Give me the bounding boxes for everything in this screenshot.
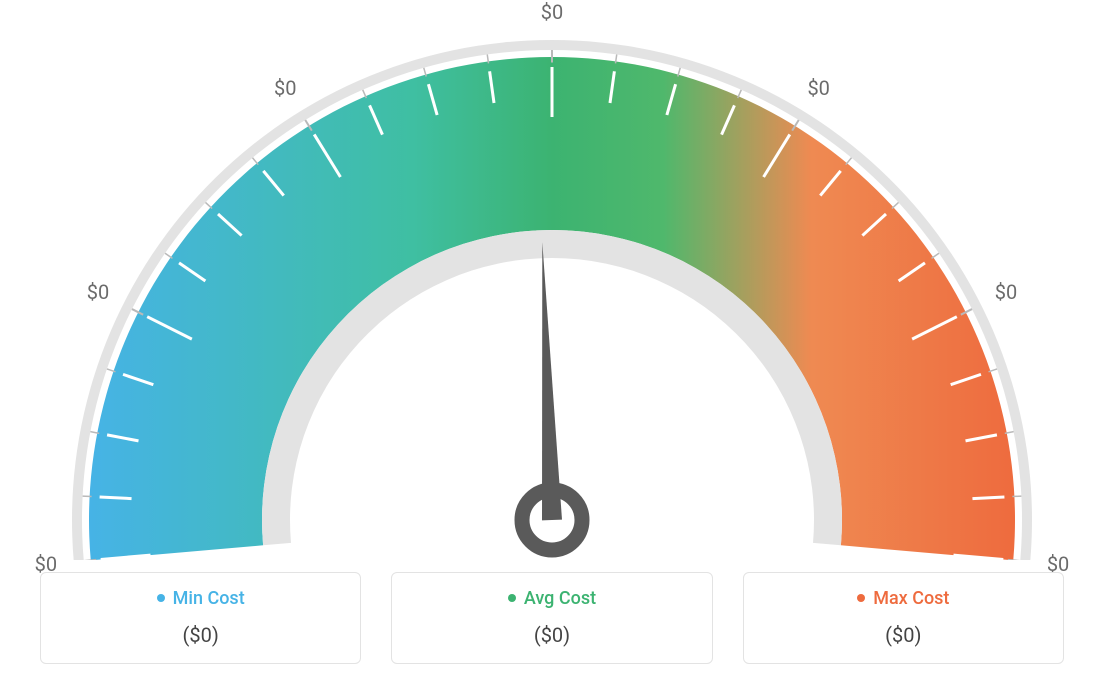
legend-row: Min Cost ($0) Avg Cost ($0) Max Cost ($0…: [40, 572, 1064, 664]
gauge-svg: [0, 0, 1104, 560]
legend-title-avg: Avg Cost: [508, 588, 596, 609]
gauge-scale-label: $0: [807, 76, 829, 100]
legend-label-avg: Avg Cost: [524, 588, 596, 609]
gauge-scale-label: $0: [274, 76, 296, 100]
legend-label-min: Min Cost: [173, 588, 245, 609]
legend-dot-max: [857, 594, 865, 602]
legend-card-avg: Avg Cost ($0): [391, 572, 712, 664]
legend-dot-avg: [508, 594, 516, 602]
legend-label-max: Max Cost: [873, 588, 949, 609]
legend-value-max: ($0): [754, 623, 1053, 647]
gauge-scale-label: $0: [87, 280, 109, 304]
gauge-scale-label: $0: [541, 0, 563, 24]
legend-card-max: Max Cost ($0): [743, 572, 1064, 664]
legend-card-min: Min Cost ($0): [40, 572, 361, 664]
legend-value-min: ($0): [51, 623, 350, 647]
legend-dot-min: [157, 594, 165, 602]
gauge-scale-label: $0: [995, 280, 1017, 304]
legend-title-max: Max Cost: [857, 588, 949, 609]
legend-value-avg: ($0): [402, 623, 701, 647]
legend-title-min: Min Cost: [157, 588, 245, 609]
cost-gauge: $0$0$0$0$0$0$0: [0, 0, 1104, 560]
